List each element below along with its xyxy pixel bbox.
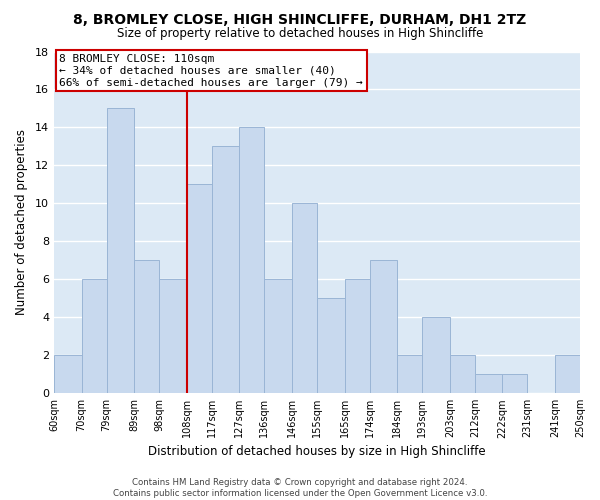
Bar: [450, 355, 475, 393]
Bar: [317, 298, 344, 393]
Bar: [344, 280, 370, 393]
Bar: [292, 204, 317, 393]
Bar: [107, 108, 134, 393]
Bar: [265, 280, 292, 393]
Bar: [159, 280, 187, 393]
Text: 8 BROMLEY CLOSE: 110sqm
← 34% of detached houses are smaller (40)
66% of semi-de: 8 BROMLEY CLOSE: 110sqm ← 34% of detache…: [59, 54, 363, 88]
Bar: [212, 146, 239, 393]
Bar: [82, 280, 107, 393]
Bar: [134, 260, 159, 393]
Bar: [370, 260, 397, 393]
Bar: [397, 355, 422, 393]
Bar: [555, 355, 580, 393]
Y-axis label: Number of detached properties: Number of detached properties: [15, 130, 28, 316]
Text: 8, BROMLEY CLOSE, HIGH SHINCLIFFE, DURHAM, DH1 2TZ: 8, BROMLEY CLOSE, HIGH SHINCLIFFE, DURHA…: [73, 12, 527, 26]
Bar: [422, 318, 450, 393]
Bar: [187, 184, 212, 393]
Text: Size of property relative to detached houses in High Shincliffe: Size of property relative to detached ho…: [117, 28, 483, 40]
X-axis label: Distribution of detached houses by size in High Shincliffe: Distribution of detached houses by size …: [148, 444, 486, 458]
Text: Contains HM Land Registry data © Crown copyright and database right 2024.
Contai: Contains HM Land Registry data © Crown c…: [113, 478, 487, 498]
Bar: [502, 374, 527, 393]
Bar: [239, 128, 265, 393]
Bar: [475, 374, 502, 393]
Bar: [54, 355, 82, 393]
